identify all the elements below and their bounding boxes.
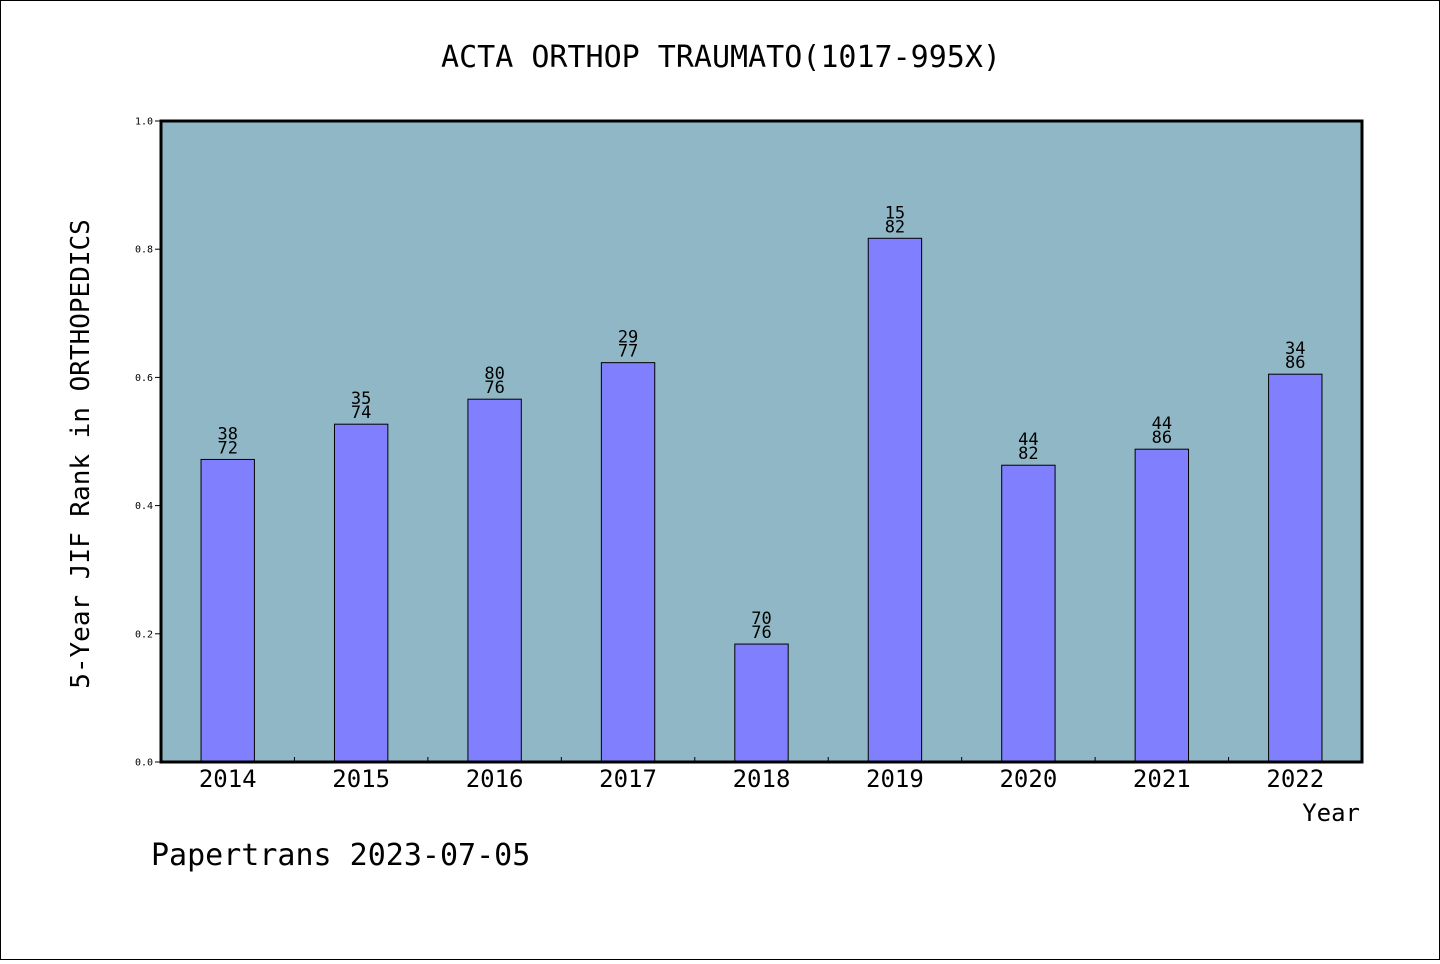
x-tick-label-2020: 2020 bbox=[999, 765, 1057, 793]
bar-label-top-2016: 80 bbox=[484, 364, 504, 384]
y-axis-ticks: 0.0 0.2 0.4 0.6 0.8 1.0 bbox=[135, 117, 161, 769]
x-tick-label-2022: 2022 bbox=[1266, 765, 1324, 793]
bar-label-bottom-2021: 86 bbox=[1152, 428, 1172, 448]
y-tick-label-0.4: 0.4 bbox=[135, 501, 153, 512]
x-tick-label-2021: 2021 bbox=[1133, 765, 1191, 793]
x-tick-label-2018: 2018 bbox=[733, 765, 791, 793]
y-tick-label-0.8: 0.8 bbox=[135, 245, 153, 256]
bar-label-bottom-2014: 72 bbox=[217, 438, 237, 458]
bar-label-top-2022: 34 bbox=[1285, 339, 1305, 359]
bar-2015 bbox=[333, 423, 389, 763]
bar-label-bottom-2022: 86 bbox=[1285, 353, 1305, 373]
y-tick-label-0.6: 0.6 bbox=[135, 373, 153, 384]
x-tick-label-2019: 2019 bbox=[866, 765, 924, 793]
bar-label-bottom-2017: 77 bbox=[618, 342, 638, 362]
bar-label-bottom-2020: 82 bbox=[1018, 444, 1038, 464]
x-axis-ticks: 2014 2015 2016 2017 2018 2019 2020 2021 2022 bbox=[199, 757, 1324, 793]
y-axis-label: 5-Year JIF Rank in ORTHOPEDICS bbox=[66, 219, 96, 689]
footer-text: Papertrans 2023-07-05 bbox=[151, 838, 530, 873]
bar-label-top-2021: 44 bbox=[1152, 414, 1172, 434]
y-tick-label-0.2: 0.2 bbox=[135, 629, 153, 640]
y-tick-label-1.0: 1.0 bbox=[135, 117, 153, 128]
bars-group bbox=[200, 237, 1323, 763]
bar-label-bottom-2016: 76 bbox=[484, 378, 504, 398]
x-tick-label-2015: 2015 bbox=[332, 765, 390, 793]
bar-2018 bbox=[734, 643, 789, 763]
bar-label-top-2019: 15 bbox=[885, 203, 905, 223]
bar-label-top-2017: 29 bbox=[618, 328, 638, 348]
bar-label-bottom-2018: 76 bbox=[751, 623, 771, 643]
bar-2021 bbox=[1134, 448, 1190, 763]
plot-frame bbox=[159, 119, 1364, 764]
bar-2017 bbox=[600, 362, 656, 763]
x-tick-label-2014: 2014 bbox=[199, 765, 257, 793]
bar-label-top-2018: 70 bbox=[751, 609, 771, 629]
bar-2022 bbox=[1268, 373, 1323, 763]
chart-title: ACTA ORTHOP TRAUMATO(1017-995X) bbox=[441, 40, 1001, 75]
bar-2020 bbox=[1001, 464, 1056, 763]
bar-2019 bbox=[867, 237, 923, 763]
y-tick-label-0.0: 0.0 bbox=[135, 758, 153, 769]
bar-label-top-2015: 35 bbox=[351, 389, 371, 409]
bar-label-bottom-2015: 74 bbox=[351, 403, 371, 423]
bar-2016 bbox=[467, 398, 522, 763]
bar-label-top-2014: 38 bbox=[217, 424, 237, 444]
bar-2014 bbox=[200, 458, 255, 763]
x-tick-label-2016: 2016 bbox=[466, 765, 524, 793]
bar-label-bottom-2019: 82 bbox=[885, 217, 905, 237]
bar-label-top-2020: 44 bbox=[1018, 430, 1038, 450]
x-axis-label: Year bbox=[1302, 799, 1360, 827]
x-tick-label-2017: 2017 bbox=[599, 765, 657, 793]
